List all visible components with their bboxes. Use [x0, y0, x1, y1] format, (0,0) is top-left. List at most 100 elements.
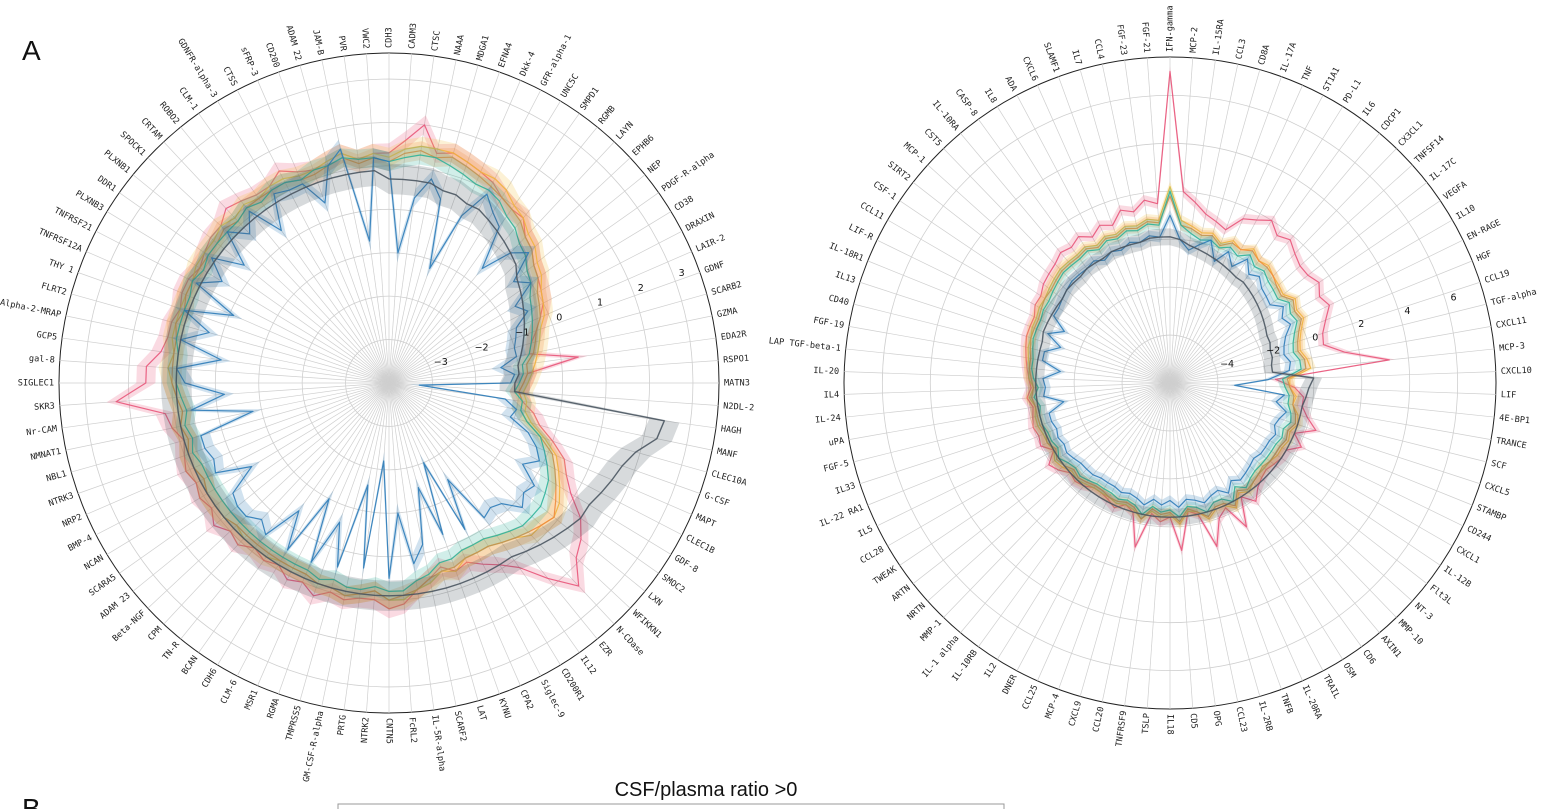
spoke-line: [1169, 382, 1487, 463]
ring-label: 1: [597, 298, 603, 309]
spoke-line: [1169, 239, 1464, 384]
series-line-gray: [1035, 236, 1315, 518]
category-label: NT-3: [1412, 601, 1434, 622]
category-label: GCP5: [36, 330, 58, 343]
spoke-line: [180, 382, 390, 640]
spoke-line: [321, 382, 390, 707]
spoke-line: [388, 89, 542, 384]
spoke-line: [996, 106, 1171, 384]
spoke-line: [388, 272, 701, 384]
ring-label: 3: [679, 268, 685, 279]
category-label: TNFRSF9: [1114, 710, 1129, 747]
category-label: CXCL6: [1020, 55, 1040, 83]
category-label: CXCL5: [1483, 481, 1511, 499]
spoke-line: [1169, 382, 1344, 660]
series-band-pink: [1020, 66, 1395, 556]
spoke-line: [217, 100, 390, 384]
category-label: Alpha-2-MRAP: [0, 298, 62, 320]
spoke-line: [1169, 382, 1216, 706]
category-label: CNTN5: [384, 718, 394, 744]
spoke-line: [71, 382, 390, 473]
category-label: IL-17A: [1279, 41, 1299, 74]
spoke-line: [132, 382, 390, 592]
category-label: VEGFA: [1442, 179, 1470, 202]
ring-label: 4: [1404, 306, 1410, 317]
category-label: ADAM 22: [284, 24, 303, 62]
category-label: CLEC10A: [710, 469, 748, 489]
category-label: NTRK2: [360, 717, 372, 743]
spoke-line: [1169, 382, 1362, 647]
category-label: sFRP-3: [238, 45, 260, 77]
category-label: CST5: [922, 127, 944, 149]
category-label: TMPRSS5: [284, 704, 303, 742]
category-label: TNFSF14: [1413, 134, 1447, 166]
spoke-line: [1169, 200, 1441, 384]
category-label: IFN-gamma: [1166, 5, 1176, 52]
spoke-line: [321, 59, 390, 384]
category-label: CCL11: [858, 201, 885, 223]
category-label: NTRK3: [47, 491, 75, 509]
category-label: CD38: [673, 194, 696, 213]
category-label: CDH3: [385, 27, 395, 48]
category-label: SMOC2: [660, 573, 687, 596]
category-label: LIF: [1501, 390, 1517, 401]
category-label: MSR1: [243, 689, 260, 712]
category-label: FLRT2: [40, 281, 68, 298]
spoke-line: [388, 382, 646, 592]
category-label: IL-20RA: [1300, 684, 1324, 722]
spoke-line: [388, 382, 719, 406]
spoke-line: [106, 211, 390, 384]
category-label: DDR1: [95, 174, 118, 194]
spoke-line: [236, 89, 390, 384]
category-label: IL-12B: [1441, 564, 1472, 590]
category-label: VWC2: [359, 28, 370, 49]
category-label: EFNA4: [497, 41, 515, 69]
category-label: CD5: [1188, 713, 1199, 729]
spoke-line: [388, 65, 479, 384]
category-label: TRAIL: [1321, 673, 1342, 701]
spoke-line: [388, 382, 500, 695]
category-label: N2DL-2: [723, 401, 755, 413]
spoke-line: [1169, 303, 1487, 384]
category-label: Nr-CAM: [26, 424, 58, 438]
spoke-line: [1146, 382, 1171, 709]
category-label: IL-22 RA1: [818, 503, 865, 530]
category-label: TWEAK: [872, 564, 900, 587]
spoke-line: [1058, 382, 1171, 690]
spoke-line: [1169, 64, 1239, 384]
spoke-line: [1169, 164, 1413, 384]
spoke-line: [1101, 382, 1171, 702]
category-label: EPHB6: [631, 133, 657, 158]
category-label: IL-5R-alpha: [429, 714, 447, 772]
spoke-line: [366, 53, 390, 384]
spoke-line: [119, 382, 390, 574]
panel-b-letter: B: [22, 793, 41, 809]
series-line-blue: [176, 148, 540, 579]
category-label: CTSC: [430, 30, 443, 52]
ring-label: −2: [1266, 346, 1280, 357]
spoke-line: [77, 272, 390, 384]
category-label: IL-20: [813, 366, 839, 377]
spoke-line: [163, 141, 390, 384]
category-label: IL-18R1: [827, 241, 864, 264]
category-label: DNER: [1001, 672, 1020, 696]
spoke-line: [388, 382, 412, 713]
category-label: Dkk-4: [518, 50, 537, 78]
spoke-line: [198, 382, 390, 653]
spoke-line: [71, 293, 390, 384]
spoke-line: [388, 113, 580, 384]
category-label: PLXNB1: [102, 149, 132, 176]
spoke-line: [1169, 382, 1282, 690]
series-line-yellow: [1027, 185, 1312, 525]
bottom-panel-frame: [337, 803, 1005, 809]
category-label: CDH6: [200, 667, 219, 690]
spoke-line: [366, 382, 390, 713]
category-label: TNF: [1300, 65, 1315, 83]
category-label: FGF-21: [1139, 22, 1151, 54]
category-label: CSF-1: [871, 180, 898, 203]
category-label: CCL3: [1234, 38, 1248, 60]
category-label: IL5: [857, 524, 875, 540]
spoke-line: [853, 382, 1171, 463]
category-label: MCP-3: [1499, 341, 1526, 354]
